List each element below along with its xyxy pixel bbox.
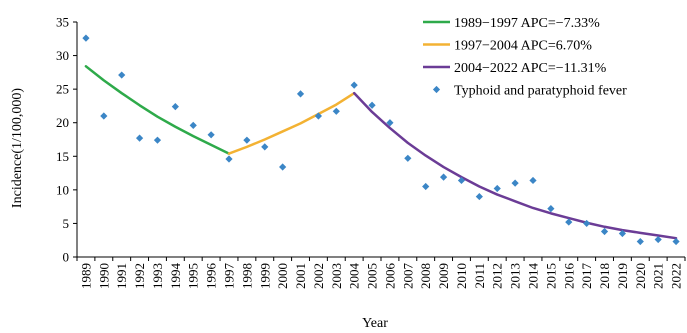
x-tick-label: 2008 — [418, 263, 433, 289]
data-point — [439, 173, 448, 181]
x-tick-label: 2011 — [472, 263, 487, 289]
legend: 1989−1997 APC=−7.33% 1997−2004 APC=6.70% 2… — [423, 16, 627, 99]
data-point — [189, 121, 197, 129]
x-tick-label: 2021 — [651, 263, 666, 289]
legend-swatch-diamond — [432, 85, 441, 94]
x-tick-label: 1990 — [96, 263, 111, 289]
x-tick-label: 2018 — [597, 263, 612, 289]
data-point — [457, 176, 466, 185]
legend-label: Typhoid and paratyphoid fever — [454, 84, 627, 99]
trend-line — [227, 91, 356, 155]
legend-label: 2004−2022 APC=−11.31% — [454, 61, 607, 76]
x-tick-label: 2007 — [400, 263, 415, 290]
data-point — [207, 131, 215, 139]
y-tick-label: 5 — [63, 216, 70, 231]
data-point — [654, 235, 662, 244]
data-point — [261, 143, 269, 151]
data-point — [279, 163, 287, 171]
data-point — [296, 90, 305, 98]
data-point — [368, 101, 376, 109]
series-layer — [82, 34, 680, 246]
x-tick-label: 2019 — [615, 263, 630, 289]
y-tick-label: 15 — [56, 149, 69, 164]
x-tick-label: 2001 — [293, 263, 308, 289]
x-tick-label: 2010 — [454, 263, 469, 289]
x-tick-label: 2000 — [275, 263, 290, 289]
x-tick-label: 2004 — [347, 263, 362, 290]
trend-line — [84, 65, 231, 155]
legend-label: 1997−2004 APC=6.70% — [454, 39, 592, 54]
x-tick-label: 2012 — [490, 263, 505, 289]
data-point — [135, 134, 144, 142]
data-point — [225, 155, 233, 163]
x-tick-label: 2016 — [561, 263, 576, 290]
data-point — [493, 184, 501, 193]
x-tick-label: 2005 — [365, 263, 380, 289]
data-point — [404, 154, 412, 162]
x-tick-label: 2006 — [382, 263, 397, 290]
x-tick-label: 2020 — [633, 263, 648, 289]
x-tick-label: 1994 — [168, 263, 183, 290]
x-tick-label: 2002 — [311, 263, 326, 289]
x-tick-label: 2017 — [579, 263, 594, 290]
trend-line — [352, 91, 678, 240]
data-point — [82, 34, 90, 42]
data-point — [600, 227, 609, 236]
x-tick-label: 1992 — [132, 263, 147, 289]
y-tick-label: 25 — [56, 82, 69, 97]
data-point — [171, 103, 179, 111]
x-tick-label: 1993 — [150, 263, 165, 289]
x-tick-label: 1989 — [78, 263, 93, 289]
x-tick-label: 1995 — [186, 263, 201, 289]
data-point — [100, 112, 108, 120]
data-point — [153, 136, 162, 144]
legend-label: 1989−1997 APC=−7.33% — [454, 16, 600, 31]
data-point — [511, 179, 519, 187]
x-tick-label: 1991 — [114, 263, 129, 289]
x-tick-label: 2003 — [329, 263, 344, 289]
x-tick-label: 1996 — [204, 263, 219, 290]
data-point — [672, 237, 680, 246]
x-tick-label: 1998 — [239, 263, 254, 289]
data-point — [618, 229, 627, 238]
data-point — [243, 136, 251, 144]
x-tick-label: 2014 — [526, 263, 541, 290]
data-point — [350, 81, 358, 89]
data-point — [529, 176, 537, 185]
x-tick-label: 2022 — [669, 263, 684, 289]
data-point — [386, 119, 394, 127]
data-point — [332, 107, 340, 115]
y-tick-label: 35 — [56, 15, 69, 30]
data-point — [565, 218, 573, 226]
data-point — [314, 112, 323, 120]
x-tick-label: 1997 — [222, 263, 237, 290]
y-axis-title: Incidence(1/100,000) — [10, 88, 25, 208]
data-point — [636, 237, 644, 246]
x-tick-label: 1999 — [257, 263, 272, 289]
data-point — [583, 219, 591, 228]
data-point — [118, 71, 126, 79]
data-point — [422, 182, 430, 191]
y-tick-label: 10 — [56, 182, 69, 197]
y-tick-label: 20 — [56, 115, 69, 130]
data-point — [547, 205, 555, 213]
x-tick-label: 2015 — [543, 263, 558, 289]
data-point — [475, 192, 483, 201]
y-tick-label: 0 — [63, 250, 70, 265]
x-tick-label: 2009 — [436, 263, 451, 289]
x-tick-label: 2013 — [508, 263, 523, 289]
x-axis-title: Year — [362, 316, 388, 331]
y-tick-label: 30 — [56, 48, 69, 63]
